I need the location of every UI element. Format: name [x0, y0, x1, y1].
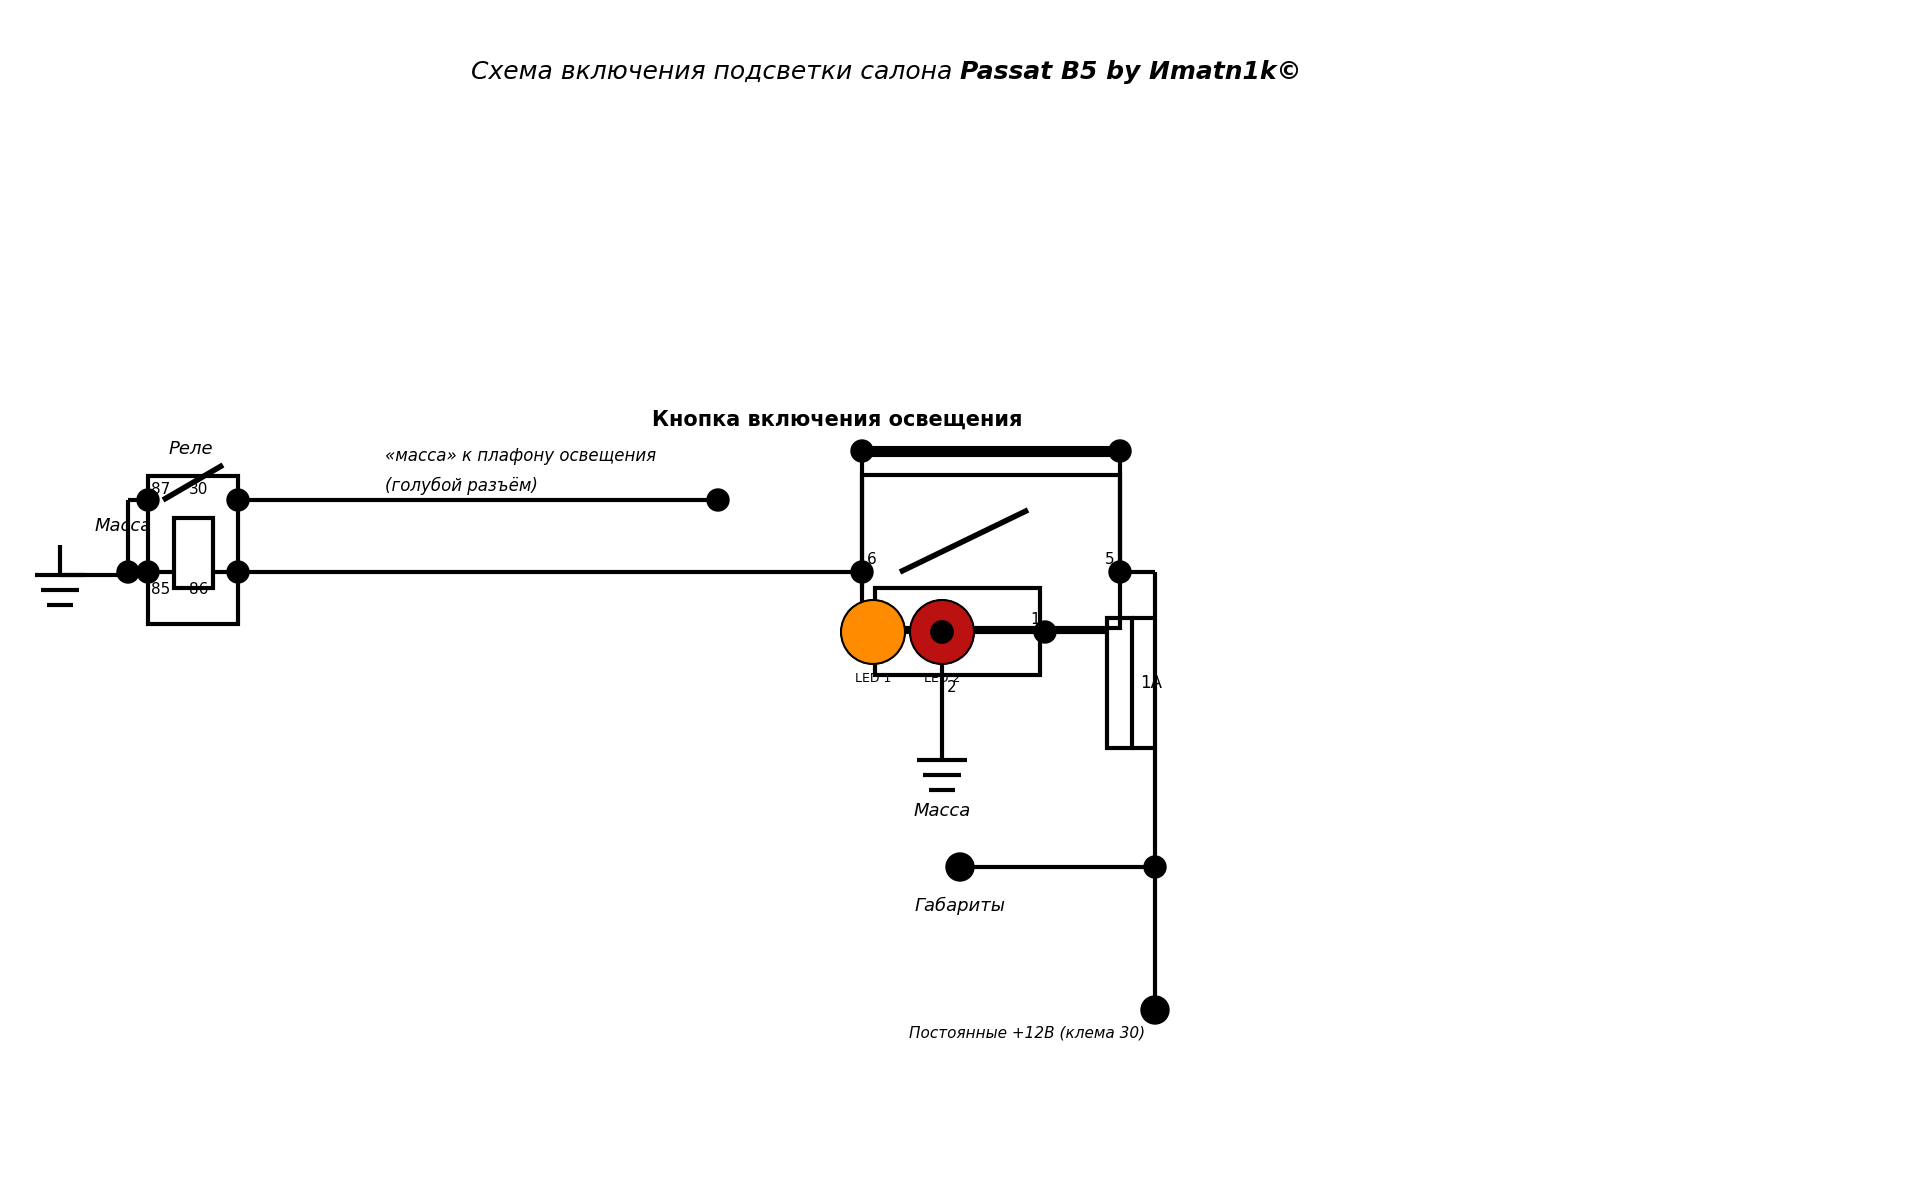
Circle shape	[707, 489, 730, 511]
Text: 30: 30	[188, 482, 207, 496]
Text: LED 2: LED 2	[924, 673, 960, 686]
Bar	[862, 475, 1119, 628]
Circle shape	[1140, 996, 1169, 1024]
Bar	[876, 587, 1041, 675]
Circle shape	[1110, 440, 1131, 462]
Text: 5: 5	[1106, 552, 1116, 567]
Text: 86: 86	[188, 582, 207, 597]
Text: 1: 1	[1031, 612, 1041, 626]
Text: LED 1: LED 1	[854, 673, 891, 686]
Text: 87: 87	[152, 482, 171, 496]
Text: 85: 85	[152, 582, 171, 597]
Circle shape	[1144, 999, 1165, 1021]
Text: 2: 2	[947, 680, 956, 695]
Circle shape	[136, 489, 159, 511]
Text: 1A: 1A	[1140, 674, 1162, 691]
Text: Кнопка включения освещения: Кнопка включения освещения	[653, 410, 1023, 430]
Text: Реле: Реле	[169, 440, 213, 457]
Circle shape	[227, 561, 250, 583]
Circle shape	[910, 600, 973, 664]
Circle shape	[931, 621, 952, 643]
Circle shape	[841, 600, 904, 664]
Text: (голубой разъём): (голубой разъём)	[386, 476, 538, 495]
Text: «масса» к плафону освещения: «масса» к плафону освещения	[386, 447, 657, 465]
Circle shape	[851, 440, 874, 462]
Circle shape	[1110, 561, 1131, 583]
Text: Passat B5 by Иmatn1k©: Passat B5 by Иmatn1k©	[960, 60, 1302, 84]
Circle shape	[117, 561, 138, 583]
Text: Масса: Масса	[94, 517, 152, 535]
Text: 6: 6	[868, 552, 877, 567]
Circle shape	[1035, 621, 1056, 643]
Circle shape	[947, 853, 973, 881]
Text: Постоянные +12В (клема 30): Постоянные +12В (клема 30)	[908, 1025, 1144, 1040]
Text: Габариты: Габариты	[914, 897, 1006, 915]
Circle shape	[1144, 856, 1165, 878]
Circle shape	[851, 561, 874, 583]
Text: Масса: Масса	[914, 803, 972, 820]
Text: Схема включения подсветки салона: Схема включения подсветки салона	[470, 60, 960, 84]
Circle shape	[227, 489, 250, 511]
Circle shape	[136, 561, 159, 583]
Bar	[1108, 618, 1133, 748]
Bar	[148, 476, 238, 624]
Bar	[175, 518, 213, 587]
Circle shape	[931, 621, 952, 643]
